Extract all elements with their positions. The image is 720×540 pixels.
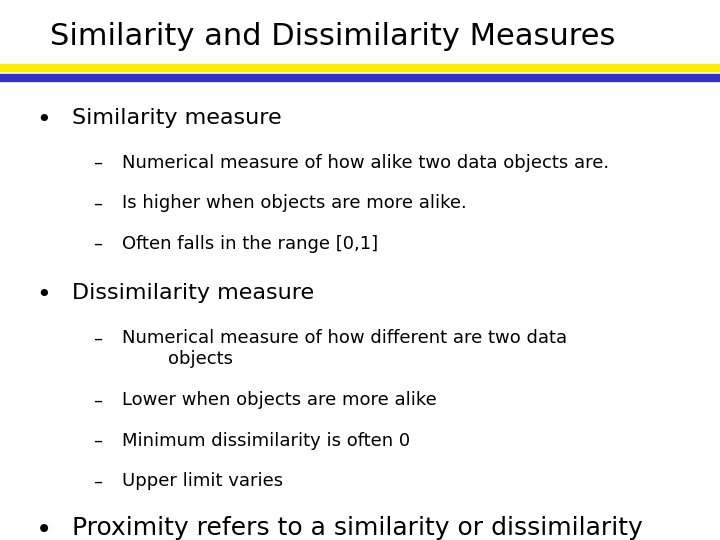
Text: –: – <box>94 194 103 212</box>
Text: Upper limit varies: Upper limit varies <box>122 472 284 490</box>
Text: Often falls in the range [0,1]: Often falls in the range [0,1] <box>122 235 379 253</box>
Text: Numerical measure of how different are two data
        objects: Numerical measure of how different are t… <box>122 329 567 368</box>
Text: –: – <box>94 329 103 347</box>
Text: Dissimilarity measure: Dissimilarity measure <box>72 284 314 303</box>
Text: –: – <box>94 472 103 490</box>
Text: •: • <box>36 516 53 540</box>
Text: –: – <box>94 154 103 172</box>
Text: Similarity measure: Similarity measure <box>72 108 282 128</box>
Text: –: – <box>94 392 103 409</box>
Text: –: – <box>94 235 103 253</box>
Text: Numerical measure of how alike two data objects are.: Numerical measure of how alike two data … <box>122 154 610 172</box>
Text: Is higher when objects are more alike.: Is higher when objects are more alike. <box>122 194 467 212</box>
Text: •: • <box>36 284 50 307</box>
Text: Lower when objects are more alike: Lower when objects are more alike <box>122 392 437 409</box>
Text: Minimum dissimilarity is often 0: Minimum dissimilarity is often 0 <box>122 432 410 450</box>
Text: Similarity and Dissimilarity Measures: Similarity and Dissimilarity Measures <box>50 22 616 51</box>
Text: –: – <box>94 432 103 450</box>
Text: Proximity refers to a similarity or dissimilarity: Proximity refers to a similarity or diss… <box>72 516 643 539</box>
Text: •: • <box>36 108 50 132</box>
